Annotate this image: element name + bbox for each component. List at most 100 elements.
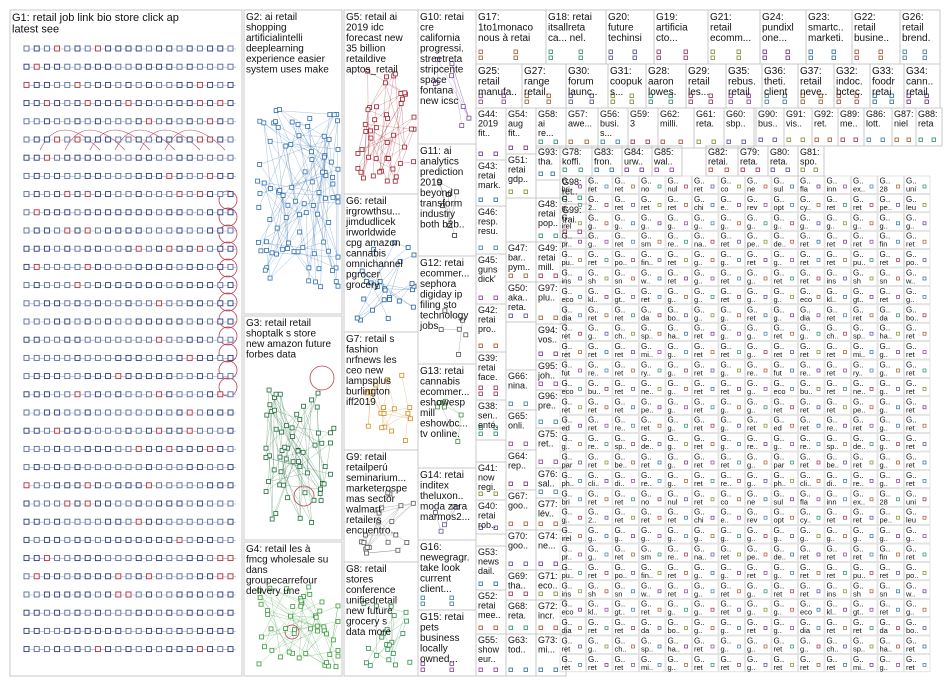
g1-node xyxy=(64,427,71,434)
small-group-word: ret xyxy=(562,663,572,672)
small-group-node xyxy=(710,571,715,575)
g5-label-line: retaildive xyxy=(346,54,386,65)
small-group-frame xyxy=(798,359,825,378)
small-group-frame xyxy=(639,488,666,507)
small-group-word: uni xyxy=(906,185,916,194)
small-group-label: G.. xyxy=(880,177,891,186)
g9-label-line: mas sector xyxy=(346,494,396,505)
small-group-word: g.. xyxy=(694,608,702,617)
g1-node xyxy=(207,81,214,88)
small-group-label: G.. xyxy=(562,416,573,425)
small-group-node xyxy=(684,534,688,538)
g1-node xyxy=(84,45,91,52)
g1-node xyxy=(217,627,224,634)
small-group-label: G.. xyxy=(721,434,732,443)
small-group-label: G.. xyxy=(641,397,652,406)
small-group-frame xyxy=(586,525,613,544)
g49-label: G49: retai mill. xyxy=(538,243,558,272)
g12-node xyxy=(442,308,448,314)
g4-node xyxy=(283,626,289,631)
g6-node xyxy=(411,252,417,258)
small-group-node xyxy=(763,258,768,262)
g80-label-line: G80: xyxy=(770,147,790,157)
g1-node xyxy=(156,646,163,653)
g9-label-line: retailers xyxy=(346,515,382,526)
small-group-word: ret xyxy=(853,313,863,322)
small-group-frame xyxy=(665,194,692,213)
g4-label-line: fmcg wholesale su xyxy=(246,555,328,566)
g1-node xyxy=(54,81,61,88)
g23-label-line: marketi. xyxy=(808,33,844,44)
small-group-node xyxy=(631,239,635,244)
g12-node xyxy=(456,352,461,357)
g25-label-line: manufa.. xyxy=(478,87,517,98)
small-group-frame xyxy=(877,378,904,397)
g1-node xyxy=(23,245,30,252)
g5-edge xyxy=(361,116,415,150)
g5-node xyxy=(408,126,414,132)
g3-node xyxy=(279,448,285,453)
small-group-word: rev xyxy=(747,516,758,525)
g1-node xyxy=(94,300,101,307)
g1-node xyxy=(196,627,203,634)
small-group-word: fla xyxy=(800,497,809,506)
small-group-frame xyxy=(718,286,745,305)
g44-label-line: G44: xyxy=(478,109,498,119)
small-group-label: G.. xyxy=(853,453,864,462)
g1-node xyxy=(125,445,132,452)
small-group-label: G.. xyxy=(853,397,864,406)
small-group-frame xyxy=(665,359,692,378)
small-group-node xyxy=(604,663,609,667)
g1-node xyxy=(23,282,30,289)
small-group-label: G.. xyxy=(853,434,864,443)
g1-node xyxy=(64,354,71,361)
g1-node xyxy=(74,591,81,598)
small-group-frame xyxy=(745,194,772,213)
g10-label-line: new icsc xyxy=(420,96,458,107)
g41-node xyxy=(478,491,483,496)
g12-label-line: filing sto xyxy=(420,300,457,311)
g3-node xyxy=(295,448,301,454)
g1-node xyxy=(43,191,50,198)
g1-node xyxy=(227,373,234,380)
small-group-node xyxy=(869,479,874,483)
small-group-node xyxy=(896,387,900,391)
small-group-label: G.. xyxy=(747,213,758,222)
g6-node xyxy=(381,297,387,303)
g2-node xyxy=(309,157,315,162)
small-group-word: ret xyxy=(827,313,837,322)
g1-node xyxy=(33,518,40,525)
g1-node xyxy=(156,63,163,70)
small-group-node xyxy=(631,295,635,299)
g67-node xyxy=(508,521,513,526)
small-group-node xyxy=(684,331,688,336)
small-group-node xyxy=(737,221,741,226)
g8-edge xyxy=(366,637,382,663)
g8-node xyxy=(364,660,369,666)
g81-label-line: G81: xyxy=(800,147,820,157)
small-group-label: G.. xyxy=(641,655,652,664)
small-group-word: nul xyxy=(668,185,678,194)
small-group-word: ret xyxy=(827,258,837,267)
g44-node xyxy=(493,151,498,156)
g24-label-line: G24: xyxy=(762,12,784,23)
small-group-label: G.. xyxy=(721,618,732,627)
small-group-label: G.. xyxy=(774,434,785,443)
small-group-word: g.. xyxy=(721,626,729,635)
small-group-node xyxy=(710,203,715,207)
small-group-node xyxy=(763,607,768,612)
g68-node xyxy=(523,625,528,630)
g1-node xyxy=(125,100,132,107)
g18-label-line: ca... nel. xyxy=(548,33,586,44)
small-group-label: G.. xyxy=(721,489,732,498)
g4-node xyxy=(324,631,329,637)
g13-label-line: mill xyxy=(420,408,435,419)
g34-label-line: cann.. xyxy=(906,77,933,88)
small-group-frame xyxy=(904,414,931,433)
small-group-word: g.. xyxy=(721,221,729,230)
g35-node xyxy=(746,93,751,98)
small-group-label: G.. xyxy=(906,361,917,370)
small-group-frame xyxy=(612,194,639,213)
g16-node xyxy=(449,595,454,600)
g90-node xyxy=(772,137,777,142)
